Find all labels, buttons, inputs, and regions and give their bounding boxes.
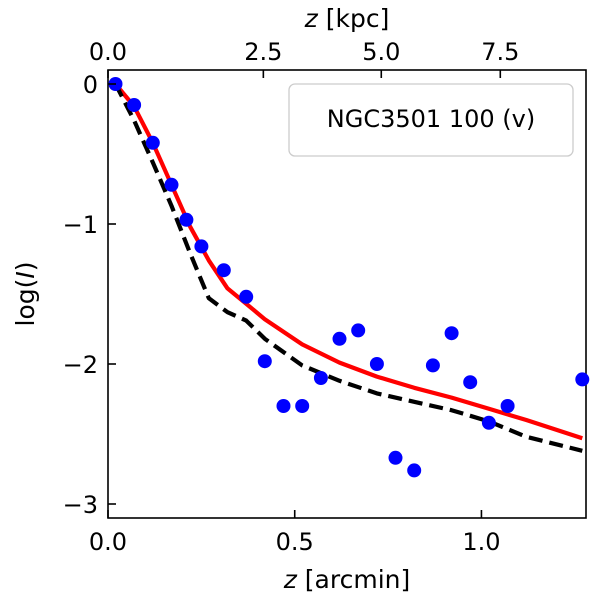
x-axis-label-top: z [kpc] — [304, 4, 390, 33]
top-tick-label: 2.5 — [244, 38, 282, 66]
data-point — [388, 450, 403, 465]
y-tick-label: −2 — [63, 351, 98, 379]
legend: NGC3501 100 (v) — [288, 83, 574, 157]
data-point — [216, 263, 231, 278]
data-point — [500, 399, 515, 413]
y-tick-label: −1 — [63, 211, 98, 239]
data-point — [194, 239, 209, 254]
ticks-layer: 0.0 0.5 1.0 0.0 2.5 5.0 7.5 0 −1 −2 −3 — [63, 38, 520, 556]
series-line-dashed — [113, 83, 583, 453]
x-axis-label-top-var: z — [304, 4, 319, 33]
x-tick-label: 0.5 — [276, 528, 314, 556]
data-point — [164, 177, 179, 192]
series-layer — [108, 77, 590, 478]
x-tick-label: 0.0 — [89, 528, 127, 556]
legend-box — [288, 83, 574, 157]
top-tick-label: 7.5 — [481, 38, 519, 66]
data-point — [332, 331, 347, 346]
x-axis-label-top-unit: [kpc] — [318, 4, 390, 33]
data-point — [351, 323, 366, 338]
data-point — [276, 399, 291, 413]
data-point — [481, 415, 496, 430]
data-point — [575, 372, 590, 387]
x-axis-label-bottom-var: z — [283, 565, 298, 594]
y-axis-label-post: ) — [11, 261, 40, 271]
data-point — [179, 212, 194, 227]
data-point — [369, 357, 384, 371]
data-point — [407, 463, 422, 478]
y-axis-label: log(I) — [11, 261, 40, 326]
data-point — [444, 326, 459, 341]
plot-frame — [107, 69, 587, 519]
data-point — [425, 358, 440, 373]
data-point — [257, 354, 272, 369]
x-axis-label-bottom: z [arcmin] — [283, 565, 411, 594]
y-axis-label-var: I — [11, 271, 40, 278]
top-tick-label: 5.0 — [362, 38, 400, 66]
x-tick-label: 1.0 — [462, 528, 500, 556]
y-tick-label: 0 — [83, 71, 98, 99]
data-point — [463, 375, 478, 390]
data-point — [239, 289, 254, 304]
y-tick-label: −3 — [63, 491, 98, 519]
data-point — [145, 135, 160, 150]
x-axis-label-bottom-unit: [arcmin] — [297, 565, 410, 594]
data-point — [127, 98, 142, 112]
plot-area — [107, 69, 587, 519]
top-tick-label: 0.0 — [89, 38, 127, 66]
series-line-solid — [113, 82, 583, 441]
data-point — [313, 371, 328, 385]
legend-label: NGC3501 100 (v) — [327, 105, 535, 133]
y-axis-label-pre: log( — [11, 279, 40, 327]
data-point — [295, 399, 310, 413]
